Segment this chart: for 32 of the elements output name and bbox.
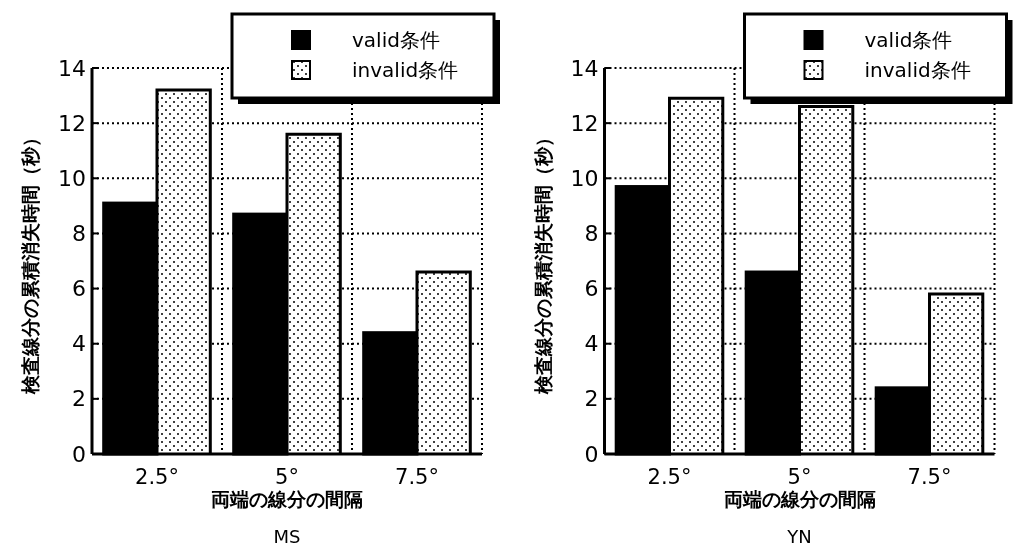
y-tick-label: 8 bbox=[72, 220, 86, 246]
legend-label: valid条件 bbox=[864, 28, 953, 52]
y-tick-label: 12 bbox=[58, 110, 86, 136]
x-tick-label: 7.5° bbox=[395, 465, 439, 489]
y-tick-label: 14 bbox=[570, 55, 599, 81]
y-tick-label: 8 bbox=[584, 220, 599, 246]
y-tick-label: 6 bbox=[584, 276, 599, 302]
y-tick-label: 0 bbox=[72, 441, 86, 467]
y-axis-title: 検査線分の累積消失時間（秒） bbox=[531, 128, 554, 395]
x-tick-label: 5° bbox=[787, 465, 812, 489]
y-tick-label: 6 bbox=[72, 276, 86, 302]
x-tick-label: 5° bbox=[275, 465, 299, 489]
legend-label: invalid条件 bbox=[864, 58, 971, 82]
legend-label: invalid条件 bbox=[352, 58, 459, 82]
x-axis-title: 両端の線分の間隔 bbox=[723, 488, 876, 510]
y-tick-label: 10 bbox=[58, 165, 86, 191]
y-tick-label: 2 bbox=[584, 386, 599, 412]
y-tick-label: 2 bbox=[72, 386, 86, 412]
y-tick-label: 4 bbox=[72, 331, 86, 357]
y-tick-label: 0 bbox=[584, 441, 599, 467]
legend-label: valid条件 bbox=[352, 28, 440, 52]
text: YN bbox=[786, 526, 812, 547]
x-tick-label: 2.5° bbox=[135, 465, 179, 489]
y-axis-title: 検査線分の累積消失時間（秒） bbox=[19, 128, 41, 395]
y-tick-label: 10 bbox=[570, 165, 599, 191]
y-tick-label: 4 bbox=[584, 331, 599, 357]
y-tick-label: 12 bbox=[570, 110, 599, 136]
x-tick-label: 7.5° bbox=[907, 465, 952, 489]
text: MS bbox=[273, 526, 301, 547]
x-axis-title: 両端の線分の間隔 bbox=[211, 488, 363, 510]
y-tick-label: 14 bbox=[58, 55, 86, 81]
x-tick-label: 2.5° bbox=[647, 465, 692, 489]
